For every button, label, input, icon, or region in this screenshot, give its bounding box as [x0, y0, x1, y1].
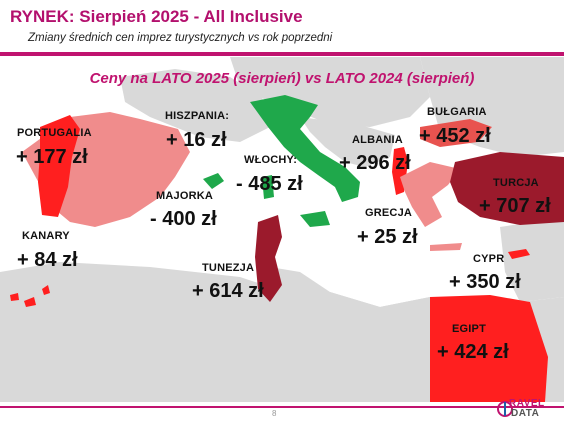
label-portugal: PORTUGALIA	[17, 127, 92, 139]
land-france	[120, 69, 270, 142]
label-turkey: TURCJA	[493, 177, 539, 189]
cyprus-shape	[508, 249, 530, 259]
page-title: RYNEK: Sierpień 2025 - All Inclusive	[10, 7, 303, 26]
value-greece: + 25 zł	[357, 226, 418, 248]
value-spain: + 16 zł	[166, 129, 227, 151]
greece-shape	[400, 162, 460, 227]
travel-data-logo: RAVEL DATA	[497, 398, 559, 420]
value-bulgaria: + 452 zł	[419, 125, 491, 147]
italy-shape	[250, 95, 360, 202]
label-greece: GRECJA	[365, 207, 413, 219]
value-cyprus: + 350 zł	[449, 271, 521, 293]
canary-island-2	[24, 297, 36, 307]
value-portugal: + 177 zł	[16, 146, 88, 168]
value-tunisia: + 614 zł	[192, 280, 264, 302]
tunisia-shape	[255, 215, 282, 302]
label-bulgaria: BUŁGARIA	[427, 106, 487, 118]
label-cyprus: CYPR	[473, 253, 505, 265]
canary-island-1	[10, 293, 19, 301]
logo-text-top: RAVEL	[509, 398, 545, 409]
value-canaries: + 84 zł	[17, 249, 78, 271]
value-majorca: - 400 zł	[150, 208, 217, 230]
portugal-shape	[38, 115, 80, 217]
label-egypt: EGIPT	[452, 323, 487, 335]
land-libya	[270, 267, 430, 357]
egypt-shape	[430, 295, 548, 402]
value-italy: - 485 zł	[236, 173, 303, 195]
logo-mark-icon	[497, 401, 513, 417]
label-tunisia: TUNEZJA	[202, 262, 255, 274]
logo-text-bottom: DATA	[511, 408, 540, 419]
canary-island-3	[42, 285, 50, 295]
header-divider	[0, 52, 564, 56]
land-central-europe	[230, 57, 430, 127]
sicily-shape	[300, 211, 330, 227]
value-egypt: + 424 zł	[437, 341, 509, 363]
turkey-shape	[450, 152, 564, 225]
land-balkans	[300, 117, 395, 167]
map-panel	[0, 57, 564, 402]
map-heading: Ceny na LATO 2025 (sierpień) vs LATO 202…	[89, 70, 475, 87]
label-canaries: KANARY	[22, 230, 70, 242]
label-albania: ALBANIA	[352, 134, 403, 146]
sardinia-shape	[262, 175, 274, 199]
bulgaria-shape	[420, 119, 492, 147]
label-italy: WŁOCHY:	[244, 154, 298, 166]
label-majorca: MAJORKA	[156, 190, 214, 202]
land-middle-east	[500, 217, 564, 302]
page-subtitle: Zmiany średnich cen imprez turystycznych…	[28, 32, 333, 44]
value-turkey: + 707 zł	[479, 195, 551, 217]
map-graphic	[0, 57, 564, 402]
footer-divider	[0, 406, 564, 408]
crete-shape	[430, 243, 462, 251]
page-number: 8	[272, 409, 277, 418]
label-spain: HISZPANIA:	[165, 110, 230, 122]
value-albania: + 296 zł	[339, 152, 411, 174]
majorca-shape	[203, 173, 224, 189]
